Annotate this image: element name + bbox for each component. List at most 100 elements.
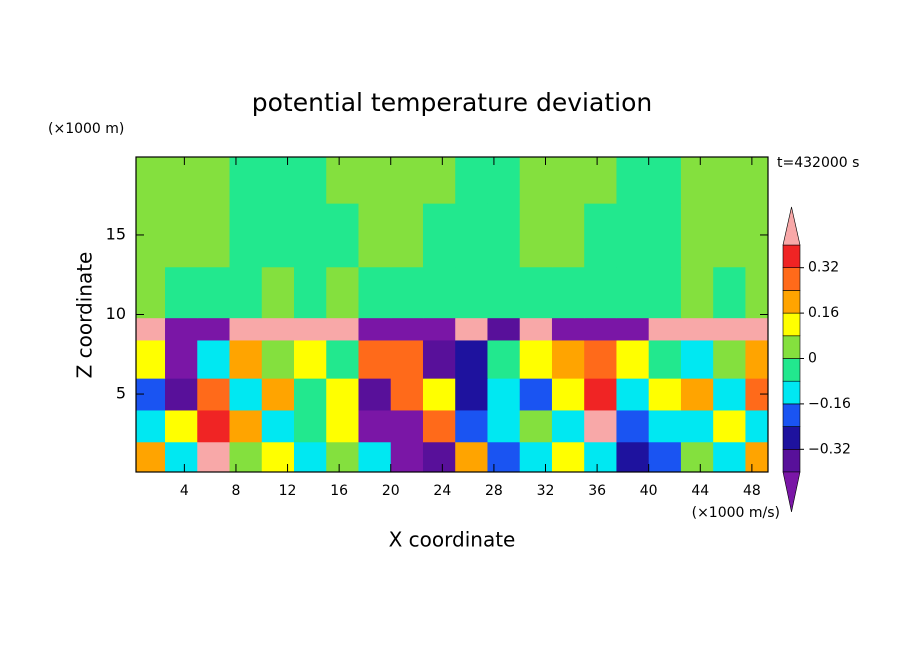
- x-tick-label: 4: [180, 483, 189, 499]
- colorbar-segment: [782, 244, 801, 269]
- contour-cell: [294, 378, 327, 411]
- contour-cell: [165, 203, 198, 268]
- contour-cell: [422, 339, 456, 379]
- contour-cell: [680, 157, 714, 204]
- contour-cell: [294, 409, 327, 443]
- contour-cell: [648, 203, 682, 268]
- contour-cell: [261, 157, 295, 204]
- colorbar-label: 0: [808, 351, 817, 367]
- contour-cell: [261, 317, 295, 341]
- contour-cell: [261, 339, 295, 379]
- colorbar-segment: [782, 335, 801, 359]
- x-tick-label: 48: [743, 483, 761, 499]
- contour-cell: [551, 441, 585, 473]
- contour-cell: [422, 157, 456, 204]
- y-tick-label: 5: [116, 384, 126, 403]
- x-tick-label: 12: [279, 483, 297, 499]
- contour-cell: [680, 266, 714, 319]
- contour-cell: [165, 157, 198, 204]
- contour-cell: [616, 317, 650, 341]
- contour-cell: [584, 203, 617, 268]
- contour-cell: [326, 339, 359, 379]
- x-tick-label: 28: [485, 483, 503, 499]
- contour-cell: [197, 409, 231, 443]
- contour-cell: [455, 203, 488, 268]
- contour-cell: [648, 339, 682, 379]
- colorbar-label: 0.32: [808, 260, 839, 276]
- contour-cell: [616, 441, 650, 473]
- contour-cell: [455, 339, 488, 379]
- contour-cell: [648, 317, 682, 341]
- contour-cell: [229, 317, 263, 341]
- contour-cell: [326, 441, 359, 473]
- y-tick-label: 10: [106, 304, 126, 323]
- contour-cell: [713, 317, 746, 341]
- contour-cell: [390, 157, 424, 204]
- contour-cell: [680, 378, 714, 411]
- contour-cell: [680, 409, 714, 443]
- contour-cell: [616, 266, 650, 319]
- contour-cell: [294, 203, 327, 268]
- contour-cell: [422, 441, 456, 473]
- contour-cell: [422, 203, 456, 268]
- contour-cell: [487, 409, 521, 443]
- contour-cell: [326, 378, 359, 411]
- contour-cell: [519, 409, 553, 443]
- contour-cell: [294, 317, 327, 341]
- contour-cell: [584, 157, 617, 204]
- contour-cell: [584, 266, 617, 319]
- colorbar-extend-low: [782, 471, 801, 513]
- contour-cell: [229, 203, 263, 268]
- contour-cell: [390, 378, 424, 411]
- contour-cell: [713, 157, 746, 204]
- contour-cell: [165, 339, 198, 379]
- contour-cell: [229, 339, 263, 379]
- colorbar-segment: [782, 290, 801, 314]
- colorbar-segment: [782, 426, 801, 450]
- colorbar-segment: [782, 312, 801, 337]
- contour-cell: [165, 378, 198, 411]
- contour-cell: [390, 409, 424, 443]
- contour-cell: [422, 266, 456, 319]
- contour-cell: [136, 441, 166, 473]
- contour-cell: [551, 409, 585, 443]
- contour-cell: [551, 317, 585, 341]
- contour-cell: [136, 339, 166, 379]
- contour-cell: [616, 409, 650, 443]
- contour-cell: [294, 441, 327, 473]
- y-unit: (×1000 m): [48, 121, 124, 137]
- contour-cell: [584, 441, 617, 473]
- contour-cell: [197, 266, 231, 319]
- contour-cell: [326, 266, 359, 319]
- contour-cell: [745, 378, 769, 411]
- contour-cell: [745, 339, 769, 379]
- contour-cell: [197, 157, 231, 204]
- contour-cell: [326, 203, 359, 268]
- contour-cell: [165, 441, 198, 473]
- contour-cell: [487, 266, 521, 319]
- contour-cell: [136, 317, 166, 341]
- contour-cell: [358, 266, 392, 319]
- contour-cell: [229, 409, 263, 443]
- contour-cell: [551, 266, 585, 319]
- contour-cell: [229, 157, 263, 204]
- x-axis-label: X coordinate: [389, 528, 516, 552]
- contour-cell: [390, 203, 424, 268]
- contour-cell: [422, 378, 456, 411]
- contour-cell: [229, 266, 263, 319]
- contour-cell: [745, 441, 769, 473]
- contour-cell: [519, 157, 553, 204]
- contour-cell: [197, 203, 231, 268]
- x-tick-label: 24: [433, 483, 451, 499]
- colorbar-segment: [782, 358, 801, 382]
- contour-cell: [551, 378, 585, 411]
- contour-cell: [680, 441, 714, 473]
- contour-cell: [519, 378, 553, 411]
- contour-cell: [326, 409, 359, 443]
- contour-cell: [487, 378, 521, 411]
- x-tick-label: 8: [231, 483, 240, 499]
- x-tick-label: 16: [330, 483, 348, 499]
- contour-cell: [261, 441, 295, 473]
- x-tick-label: 40: [640, 483, 658, 499]
